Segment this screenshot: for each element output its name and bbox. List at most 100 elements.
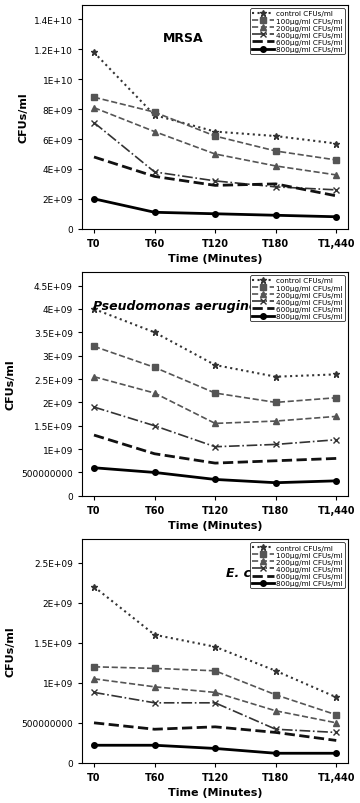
Y-axis label: CFUs/ml: CFUs/ml bbox=[5, 626, 15, 676]
200μg/ml CFUs/ml bbox=[152, 128, 157, 137]
800μg/ml CFUs/ml bbox=[334, 476, 338, 486]
Line: 100μg/ml CFUs/ml: 100μg/ml CFUs/ml bbox=[91, 96, 339, 164]
400μg/ml CFUs/ml bbox=[334, 185, 338, 195]
100μg/ml CFUs/ml bbox=[152, 108, 157, 118]
400μg/ml CFUs/ml bbox=[152, 698, 157, 707]
X-axis label: Time (Minutes): Time (Minutes) bbox=[168, 788, 262, 797]
control CFUs/ml bbox=[152, 111, 157, 120]
control CFUs/ml bbox=[152, 328, 157, 338]
600μg/ml CFUs/ml bbox=[274, 456, 278, 466]
600μg/ml CFUs/ml bbox=[92, 153, 96, 162]
800μg/ml CFUs/ml bbox=[152, 468, 157, 478]
control CFUs/ml bbox=[334, 370, 338, 380]
200μg/ml CFUs/ml bbox=[274, 706, 278, 715]
Y-axis label: CFUs/ml: CFUs/ml bbox=[18, 92, 28, 143]
control CFUs/ml bbox=[334, 140, 338, 149]
Line: 200μg/ml CFUs/ml: 200μg/ml CFUs/ml bbox=[91, 676, 339, 726]
control CFUs/ml bbox=[274, 373, 278, 382]
100μg/ml CFUs/ml bbox=[274, 690, 278, 699]
100μg/ml CFUs/ml bbox=[274, 398, 278, 408]
100μg/ml CFUs/ml bbox=[92, 342, 96, 352]
800μg/ml CFUs/ml bbox=[334, 213, 338, 222]
control CFUs/ml bbox=[213, 361, 217, 370]
100μg/ml CFUs/ml bbox=[334, 156, 338, 165]
Line: 800μg/ml CFUs/ml: 800μg/ml CFUs/ml bbox=[91, 466, 339, 486]
200μg/ml CFUs/ml bbox=[92, 675, 96, 684]
600μg/ml CFUs/ml bbox=[92, 718, 96, 728]
Legend: control CFUs/ml, 100μg/ml CFUs/ml, 200μg/ml CFUs/ml, 400μg/ml CFUs/ml, 600μg/ml : control CFUs/ml, 100μg/ml CFUs/ml, 200μg… bbox=[250, 543, 345, 589]
Legend: control CFUs/ml, 100μg/ml CFUs/ml, 200μg/ml CFUs/ml, 400μg/ml CFUs/ml, 600μg/ml : control CFUs/ml, 100μg/ml CFUs/ml, 200μg… bbox=[250, 9, 345, 55]
200μg/ml CFUs/ml bbox=[334, 171, 338, 181]
600μg/ml CFUs/ml bbox=[213, 181, 217, 191]
400μg/ml CFUs/ml bbox=[213, 698, 217, 707]
control CFUs/ml bbox=[274, 666, 278, 676]
200μg/ml CFUs/ml bbox=[213, 687, 217, 697]
200μg/ml CFUs/ml bbox=[274, 162, 278, 172]
control CFUs/ml bbox=[92, 305, 96, 315]
600μg/ml CFUs/ml bbox=[274, 180, 278, 190]
Line: control CFUs/ml: control CFUs/ml bbox=[90, 306, 340, 381]
600μg/ml CFUs/ml bbox=[274, 728, 278, 737]
800μg/ml CFUs/ml bbox=[213, 475, 217, 485]
400μg/ml CFUs/ml bbox=[92, 119, 96, 128]
Line: 600μg/ml CFUs/ml: 600μg/ml CFUs/ml bbox=[94, 435, 336, 463]
Line: control CFUs/ml: control CFUs/ml bbox=[90, 584, 340, 701]
Line: 800μg/ml CFUs/ml: 800μg/ml CFUs/ml bbox=[91, 197, 339, 220]
100μg/ml CFUs/ml bbox=[92, 662, 96, 672]
800μg/ml CFUs/ml bbox=[152, 208, 157, 218]
Line: 100μg/ml CFUs/ml: 100μg/ml CFUs/ml bbox=[91, 664, 339, 718]
800μg/ml CFUs/ml bbox=[213, 210, 217, 219]
800μg/ml CFUs/ml bbox=[274, 479, 278, 488]
100μg/ml CFUs/ml bbox=[334, 710, 338, 719]
400μg/ml CFUs/ml bbox=[152, 422, 157, 431]
Text: MRSA: MRSA bbox=[163, 32, 203, 46]
100μg/ml CFUs/ml bbox=[152, 664, 157, 674]
100μg/ml CFUs/ml bbox=[213, 666, 217, 676]
200μg/ml CFUs/ml bbox=[213, 419, 217, 429]
Y-axis label: CFUs/ml: CFUs/ml bbox=[5, 359, 15, 410]
control CFUs/ml bbox=[92, 48, 96, 58]
400μg/ml CFUs/ml bbox=[274, 440, 278, 450]
600μg/ml CFUs/ml bbox=[213, 722, 217, 732]
600μg/ml CFUs/ml bbox=[334, 454, 338, 463]
Line: 800μg/ml CFUs/ml: 800μg/ml CFUs/ml bbox=[91, 743, 339, 756]
X-axis label: Time (Minutes): Time (Minutes) bbox=[168, 254, 262, 264]
400μg/ml CFUs/ml bbox=[274, 183, 278, 193]
600μg/ml CFUs/ml bbox=[152, 724, 157, 734]
Text: Pseudomonas aeruginosa: Pseudomonas aeruginosa bbox=[93, 300, 273, 312]
100μg/ml CFUs/ml bbox=[334, 393, 338, 403]
Line: 400μg/ml CFUs/ml: 400μg/ml CFUs/ml bbox=[91, 690, 339, 736]
control CFUs/ml bbox=[213, 642, 217, 652]
control CFUs/ml bbox=[334, 692, 338, 702]
control CFUs/ml bbox=[152, 630, 157, 640]
100μg/ml CFUs/ml bbox=[152, 363, 157, 373]
Text: E. coli: E. coli bbox=[226, 566, 268, 579]
100μg/ml CFUs/ml bbox=[92, 93, 96, 103]
X-axis label: Time (Minutes): Time (Minutes) bbox=[168, 520, 262, 531]
Line: 100μg/ml CFUs/ml: 100μg/ml CFUs/ml bbox=[91, 344, 339, 406]
Legend: control CFUs/ml, 100μg/ml CFUs/ml, 200μg/ml CFUs/ml, 400μg/ml CFUs/ml, 600μg/ml : control CFUs/ml, 100μg/ml CFUs/ml, 200μg… bbox=[250, 276, 345, 322]
200μg/ml CFUs/ml bbox=[213, 150, 217, 160]
400μg/ml CFUs/ml bbox=[334, 728, 338, 737]
600μg/ml CFUs/ml bbox=[152, 173, 157, 182]
200μg/ml CFUs/ml bbox=[274, 417, 278, 426]
Line: 600μg/ml CFUs/ml: 600μg/ml CFUs/ml bbox=[94, 157, 336, 197]
400μg/ml CFUs/ml bbox=[152, 168, 157, 177]
400μg/ml CFUs/ml bbox=[92, 403, 96, 413]
800μg/ml CFUs/ml bbox=[92, 740, 96, 750]
200μg/ml CFUs/ml bbox=[152, 389, 157, 398]
600μg/ml CFUs/ml bbox=[334, 192, 338, 202]
Line: 400μg/ml CFUs/ml: 400μg/ml CFUs/ml bbox=[91, 120, 339, 194]
100μg/ml CFUs/ml bbox=[213, 132, 217, 141]
Line: 600μg/ml CFUs/ml: 600μg/ml CFUs/ml bbox=[94, 723, 336, 740]
Line: 400μg/ml CFUs/ml: 400μg/ml CFUs/ml bbox=[91, 405, 339, 450]
200μg/ml CFUs/ml bbox=[92, 373, 96, 382]
200μg/ml CFUs/ml bbox=[334, 412, 338, 422]
400μg/ml CFUs/ml bbox=[334, 435, 338, 445]
800μg/ml CFUs/ml bbox=[334, 748, 338, 758]
600μg/ml CFUs/ml bbox=[334, 736, 338, 745]
800μg/ml CFUs/ml bbox=[274, 748, 278, 758]
control CFUs/ml bbox=[274, 132, 278, 141]
400μg/ml CFUs/ml bbox=[274, 724, 278, 734]
800μg/ml CFUs/ml bbox=[92, 195, 96, 205]
